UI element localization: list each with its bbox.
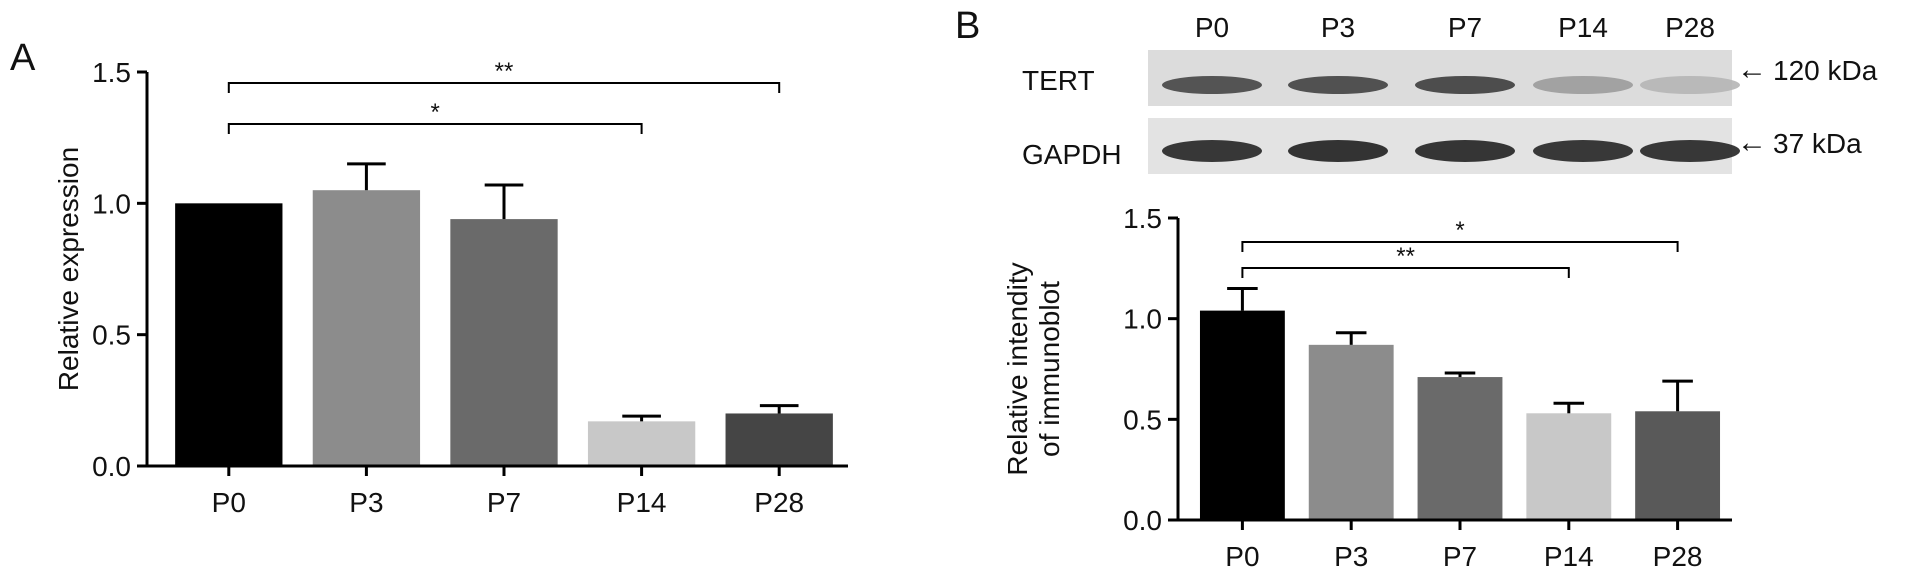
y-tick-label: 1.5 — [92, 57, 131, 88]
y-tick-label: 1.0 — [1123, 304, 1162, 335]
y-axis-label: of immunoblot — [1034, 281, 1065, 457]
x-tick-label: P28 — [1653, 541, 1703, 572]
blot-row-label-tert: TERT — [1022, 65, 1095, 96]
blot-band-GAPDH-P3 — [1288, 140, 1388, 162]
blot-marker-gapdh: 37 kDa — [1773, 128, 1862, 159]
blot-bands — [1162, 76, 1740, 162]
bar-P7 — [450, 219, 558, 466]
western-blot: P0 P3 P7 P14 P28 TERT GAPDH ← 120 kDa ← … — [1022, 12, 1878, 174]
bar-P7 — [1417, 377, 1503, 520]
significance-label: ** — [1396, 243, 1415, 270]
bar-P14 — [587, 421, 696, 466]
blot-arrow-icon: ← — [1737, 126, 1767, 159]
blot-band-GAPDH-P0 — [1162, 140, 1262, 162]
bar-P3 — [312, 190, 421, 466]
blot-band-GAPDH-P14 — [1533, 140, 1633, 162]
x-tick-label: P0 — [1225, 541, 1259, 572]
blot-lane-label: P14 — [1558, 12, 1608, 43]
chart-a: 0.0 0.5 1.0 1.5 P0 P3 P7 P14 P28 Relative express… — [53, 57, 848, 518]
x-tick-label: P3 — [349, 487, 383, 518]
x-tick-label: P7 — [1443, 541, 1477, 572]
blot-band-TERT-P3 — [1288, 76, 1388, 94]
y-tick-label: 1.5 — [1123, 203, 1162, 234]
x-tick-label: P3 — [1334, 541, 1368, 572]
bar-P28 — [1635, 411, 1721, 520]
significance-label: * — [431, 99, 440, 126]
x-tick-label: P0 — [212, 487, 246, 518]
bar-P28 — [725, 413, 833, 466]
blot-band-TERT-P0 — [1162, 76, 1262, 94]
y-axis-label: Relative expression — [53, 147, 84, 391]
blot-band-TERT-P7 — [1415, 76, 1515, 94]
blot-arrow-icon: ← — [1737, 53, 1767, 86]
blot-lane-label: P28 — [1665, 12, 1715, 43]
blot-lane-label: P3 — [1321, 12, 1355, 43]
bar-P0 — [1199, 310, 1285, 520]
blot-lane-label: P0 — [1195, 12, 1229, 43]
blot-band-GAPDH-P7 — [1415, 140, 1515, 162]
y-axis-label: Relative intendity — [1002, 262, 1033, 475]
significance-label: * — [1455, 217, 1464, 244]
blot-band-TERT-P28 — [1640, 76, 1740, 94]
significance-bracket — [227, 82, 781, 93]
blot-band-GAPDH-P28 — [1640, 140, 1740, 162]
significance-label: ** — [495, 58, 514, 85]
bar-P0 — [175, 203, 283, 467]
x-tick-label: P14 — [617, 487, 667, 518]
y-tick-label: 0.0 — [92, 451, 131, 482]
blot-band-TERT-P14 — [1533, 76, 1633, 94]
bar-P3 — [1308, 344, 1394, 520]
chart-b: 0.0 0.5 1.0 1.5 P0 P3 P7 P14 P28 Relative intendi… — [1002, 203, 1732, 572]
blot-lane-label: P7 — [1448, 12, 1482, 43]
significance-bracket — [1241, 267, 1570, 278]
blot-row-label-gapdh: GAPDH — [1022, 139, 1122, 170]
y-tick-label: 0.0 — [1123, 505, 1162, 536]
y-tick-label: 1.0 — [92, 188, 131, 219]
y-tick-label: 0.5 — [1123, 404, 1162, 435]
significance-bracket — [227, 123, 643, 134]
panel-b-letter: B — [955, 5, 980, 47]
blot-marker-tert: 120 kDa — [1773, 55, 1878, 86]
panel-a-letter: A — [10, 37, 36, 79]
significance-bracket — [1241, 241, 1679, 252]
x-tick-label: P14 — [1544, 541, 1594, 572]
bar-P14 — [1526, 413, 1612, 520]
x-tick-label: P7 — [487, 487, 521, 518]
x-tick-label: P28 — [754, 487, 804, 518]
y-tick-label: 0.5 — [92, 320, 131, 351]
